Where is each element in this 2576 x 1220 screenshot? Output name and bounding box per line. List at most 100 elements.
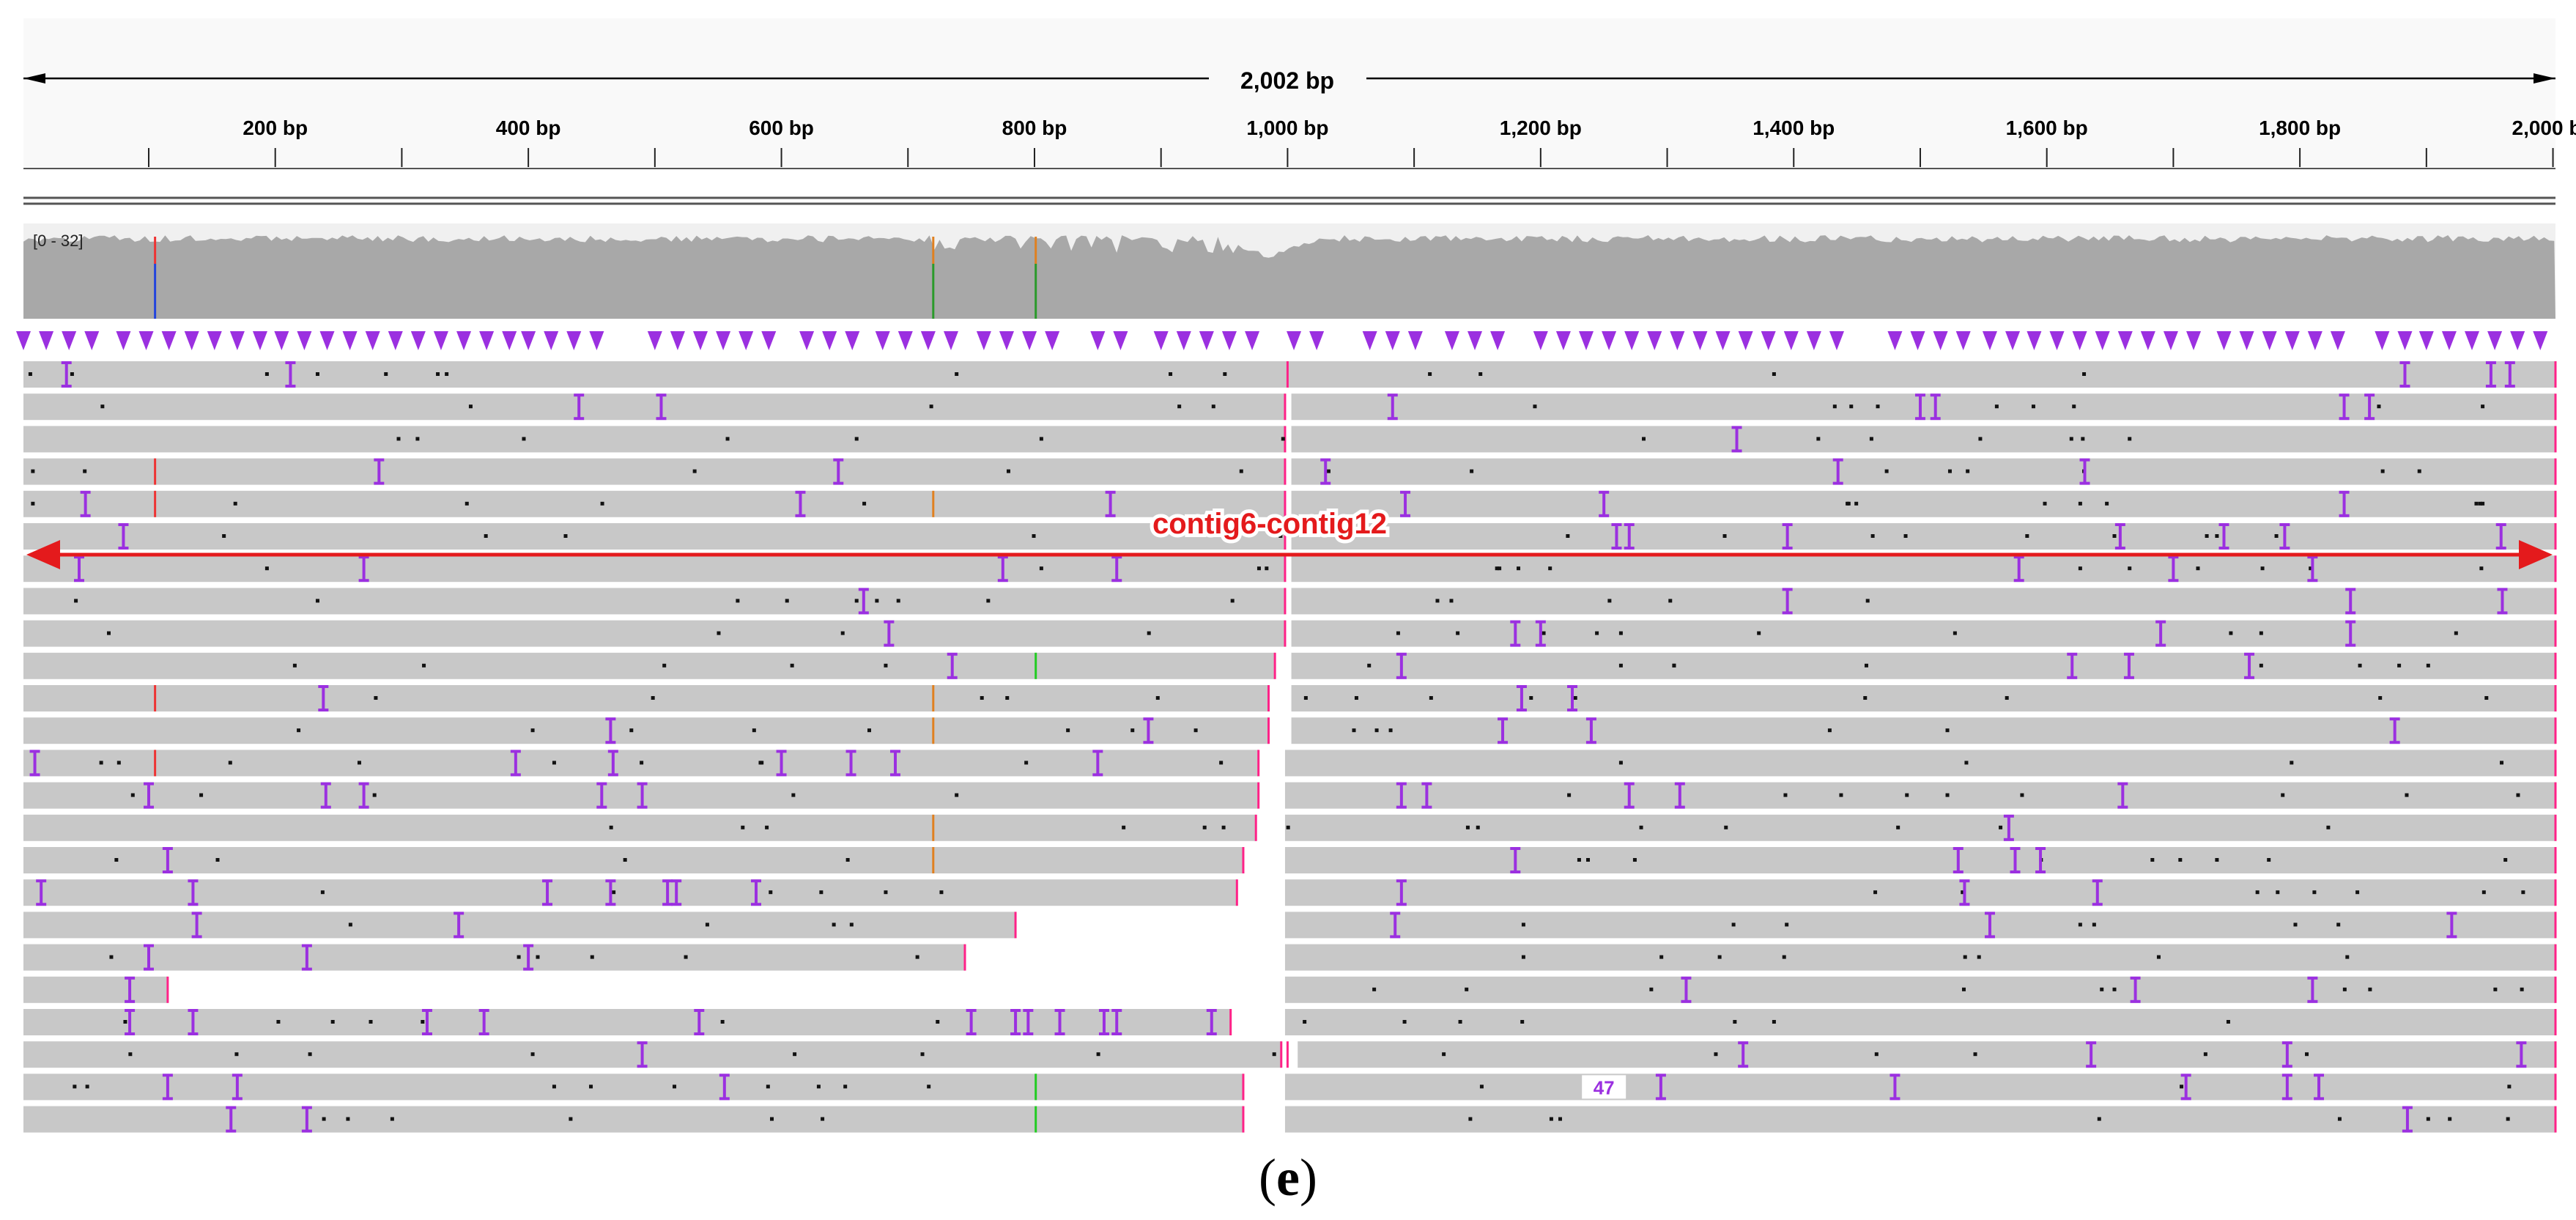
deletion-tick — [2326, 825, 2331, 829]
deletion-tick — [2503, 858, 2508, 862]
deletion-tick — [2259, 663, 2263, 668]
alignment-row — [23, 555, 2557, 583]
coverage-track[interactable]: [0 - 32] — [23, 223, 2555, 319]
deletion-tick — [2405, 793, 2409, 797]
deletion-tick — [2417, 469, 2421, 473]
junction-marker-icon — [1910, 331, 1925, 350]
deletion-tick — [2500, 761, 2504, 765]
deletion-tick — [357, 761, 361, 765]
deletion-tick — [436, 372, 440, 376]
aligned-read — [23, 912, 1016, 939]
deletion-tick — [2025, 534, 2029, 538]
deletion-tick — [2274, 534, 2279, 538]
deletion-tick — [705, 923, 709, 927]
contig-left-arrow-icon — [26, 540, 60, 569]
deletion-tick — [816, 1084, 821, 1089]
contig-annotation[interactable]: contig6-contig12 contig6-contig12 — [26, 504, 2553, 569]
deletion-tick — [854, 437, 859, 441]
deletion-tick — [2267, 858, 2271, 862]
junction-marker-icon — [2284, 331, 2300, 350]
aligned-read — [23, 879, 1237, 906]
deletion-tick — [2178, 858, 2183, 862]
deletion-tick — [1032, 534, 1036, 538]
alignment-row — [23, 750, 2557, 777]
junction-marker-icon — [647, 331, 662, 350]
junction-marker-icon — [2533, 331, 2548, 350]
deletion-tick — [2290, 761, 2294, 765]
junction-marker-icon — [2262, 331, 2277, 350]
deletion-tick — [2345, 955, 2350, 959]
deletion-tick — [1618, 663, 1623, 668]
deletion-tick — [1903, 534, 1908, 538]
alignment-row — [23, 426, 2557, 453]
deletion-tick — [2078, 566, 2082, 571]
aligned-read — [23, 814, 1256, 841]
deletion-tick — [2097, 1117, 2101, 1121]
alignment-row — [23, 1041, 2557, 1068]
deletion-tick — [1006, 469, 1010, 473]
deletion-tick — [1039, 437, 1043, 441]
junction-marker-icon — [1602, 331, 1617, 350]
junction-marker-icon — [2216, 331, 2232, 350]
coverage-mismatch-columns — [154, 237, 1037, 319]
deletion-tick — [821, 1117, 825, 1121]
junction-marker-icon — [897, 331, 913, 350]
junction-marker-icon — [1982, 331, 1997, 350]
deletion-tick — [70, 372, 74, 376]
junction-marker-icon — [2418, 331, 2434, 350]
ruler-tick-label: 400 bp — [496, 117, 561, 139]
deletion-tick — [1566, 534, 1570, 538]
deletion-tick — [374, 696, 378, 700]
deletion-tick — [2259, 631, 2263, 635]
deletion-tick — [832, 923, 836, 927]
deletion-tick — [1722, 534, 1727, 538]
deletion-tick — [1595, 631, 1599, 635]
junction-marker-icon — [84, 331, 100, 350]
deletion-tick — [1428, 372, 1432, 376]
deletion-tick — [927, 1084, 931, 1089]
junction-marker-icon — [1555, 331, 1571, 350]
deletion-tick — [2479, 566, 2484, 571]
ruler-tick-label: 1,400 bp — [1753, 117, 1835, 139]
junction-marker-icon — [1761, 331, 1776, 350]
deletion-tick — [1388, 728, 1393, 733]
deletion-tick — [74, 599, 78, 603]
deletion-tick — [2260, 566, 2265, 571]
deletion-tick — [1659, 955, 1664, 959]
junction-marker-icon — [716, 331, 731, 350]
junction-marker-icon — [2095, 331, 2110, 350]
junction-marker-icon — [252, 331, 267, 350]
deletion-tick — [1714, 1052, 1718, 1057]
deletion-tick — [2336, 923, 2341, 927]
deletion-tick — [1374, 728, 1379, 733]
deletion-tick — [1230, 599, 1235, 603]
aligned-read — [1284, 879, 2555, 906]
junction-marker-icon — [1199, 331, 1214, 350]
ruler-tick-label: 600 bp — [749, 117, 814, 139]
deletion-tick — [106, 631, 111, 635]
deletion-tick — [1963, 955, 1967, 959]
deletion-tick — [1586, 858, 1591, 862]
deletion-tick — [28, 372, 32, 376]
deletion-tick — [1618, 761, 1623, 765]
deletion-tick — [1548, 566, 1552, 571]
aligned-read — [23, 393, 1285, 421]
junction-marker-icon — [319, 331, 335, 350]
deletion-tick — [372, 793, 377, 797]
junction-marker-icon — [1362, 331, 1377, 350]
deletion-tick — [589, 1084, 593, 1089]
junction-marker-icon — [1407, 331, 1423, 350]
deletion-tick — [1476, 825, 1480, 829]
junction-marker-icon — [1309, 331, 1325, 350]
deletion-tick — [684, 955, 688, 959]
deletion-tick — [465, 501, 469, 506]
ruler-tick-label: 1,200 bp — [1500, 117, 1582, 139]
deletion-tick — [569, 1117, 573, 1121]
junction-marker-icon — [1887, 331, 1903, 350]
aligned-read — [23, 426, 1285, 453]
deletion-tick — [1517, 566, 1521, 571]
deletion-tick — [1785, 923, 1789, 927]
junction-marker-icon — [2140, 331, 2155, 350]
junction-marker-icon — [1444, 331, 1459, 350]
junction-marker-icon — [2307, 331, 2323, 350]
